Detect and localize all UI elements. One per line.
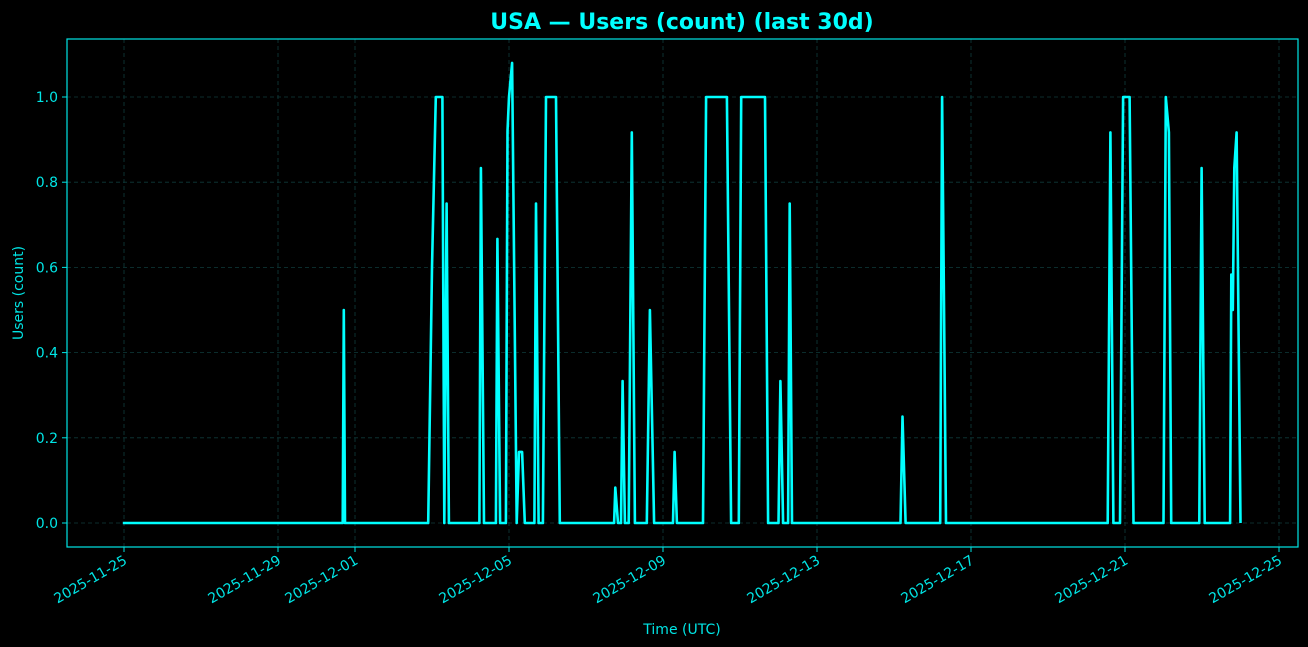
- y-tick-label: 0.8: [36, 175, 58, 191]
- y-tick-label: 1.0: [36, 90, 58, 106]
- y-axis-label: Users (count): [11, 246, 27, 340]
- chart-title: USA — Users (count) (last 30d): [490, 10, 873, 35]
- y-tick-label: 0.2: [36, 431, 58, 447]
- x-axis-label: Time (UTC): [642, 622, 720, 638]
- plot-area: [66, 38, 1299, 548]
- y-tick-label: 0.0: [36, 516, 58, 532]
- y-tick-label: 0.4: [36, 346, 58, 362]
- y-axis-ticks: 0.0 0.2 0.4 0.6 0.8 1.0: [36, 90, 67, 532]
- series-line-users: [122, 61, 1242, 525]
- y-tick-label: 0.6: [36, 260, 58, 276]
- axes-frame: [66, 38, 1299, 548]
